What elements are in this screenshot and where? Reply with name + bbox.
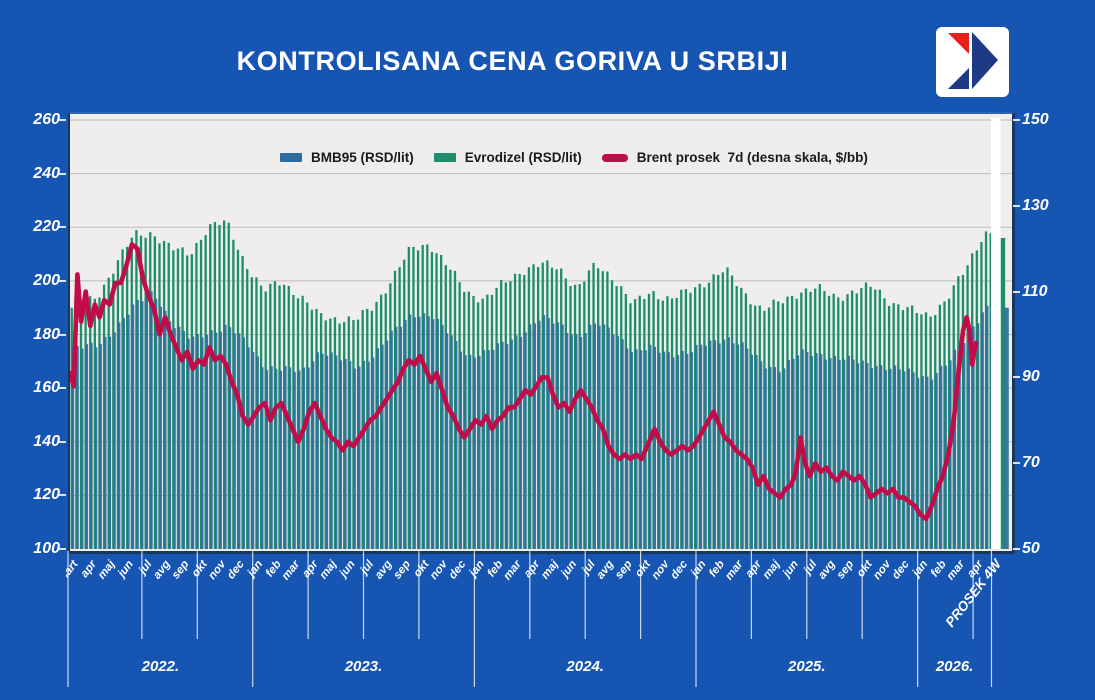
- right-axis-tick-label: 50: [1022, 540, 1040, 557]
- gridlines: [70, 119, 1012, 496]
- svg-text:mar: mar: [945, 558, 968, 582]
- svg-text:maj: maj: [318, 558, 340, 582]
- svg-text:avg: avg: [595, 558, 617, 581]
- svg-text:sep: sep: [835, 558, 857, 581]
- svg-text:dec: dec: [890, 558, 912, 581]
- axis-tick: [59, 333, 66, 336]
- svg-text:2023.: 2023.: [344, 658, 383, 675]
- legend-label: Evrodizel (RSD/lit): [464, 150, 582, 165]
- axis-tick: [59, 548, 66, 550]
- chart-canvas: [70, 114, 1012, 551]
- legend-swatch-icon: [601, 153, 628, 162]
- right-axis-tick-label: 130: [1022, 196, 1049, 214]
- axis-tick: [1013, 290, 1020, 293]
- axis-tick: [1013, 548, 1020, 550]
- svg-text:nov: nov: [871, 558, 893, 582]
- axis-tick: [59, 226, 66, 229]
- svg-text:jun: jun: [780, 558, 801, 581]
- svg-text:sep: sep: [170, 558, 192, 581]
- svg-text:jun: jun: [336, 558, 357, 581]
- left-axis-tick-label: 140: [33, 432, 60, 450]
- svg-text:maj: maj: [96, 558, 118, 582]
- svg-text:apr: apr: [522, 558, 543, 580]
- svg-text:dec: dec: [669, 558, 691, 581]
- arrow-logo-icon: [948, 32, 998, 89]
- axis-tick: [59, 119, 66, 121]
- chart-legend: BMB95 (RSD/lit) Evrodizel (RSD/lit) Brent …: [280, 150, 868, 165]
- legend-label: BMB95 (RSD/lit): [311, 150, 414, 165]
- left-axis-tick-label: 100: [33, 540, 60, 557]
- svg-text:2025.: 2025.: [787, 658, 826, 675]
- svg-text:maj: maj: [761, 558, 783, 582]
- chart-plot-area: [68, 112, 1015, 554]
- legend-item-2: Brent prosek 7d (desna skala, $/bb): [601, 150, 868, 165]
- svg-text:jun: jun: [115, 558, 136, 581]
- axis-tick: [59, 279, 66, 282]
- axis-tick: [1013, 204, 1020, 207]
- prosek-bars: [1000, 238, 1009, 549]
- legend-item-0: BMB95 (RSD/lit): [280, 150, 414, 165]
- svg-text:sep: sep: [613, 558, 635, 581]
- axis-tick: [1013, 462, 1020, 465]
- right-axis-tick-label: 90: [1022, 368, 1040, 386]
- svg-text:avg: avg: [816, 558, 838, 581]
- left-axis-tick-label: 240: [33, 164, 60, 182]
- page-title: KONTROLISANA CENA GORIVA U SRBIJI: [236, 46, 789, 76]
- svg-text:2024.: 2024.: [565, 658, 604, 675]
- svg-text:apr: apr: [79, 558, 100, 580]
- svg-text:2022.: 2022.: [141, 658, 180, 675]
- period-separators: [67, 551, 993, 687]
- left-axis-tick-label: 120: [33, 486, 60, 504]
- svg-text:jan: jan: [466, 558, 487, 580]
- svg-text:2026.: 2026.: [935, 658, 974, 675]
- svg-text:sep: sep: [391, 558, 413, 581]
- svg-text:jun: jun: [558, 558, 579, 581]
- axis-tick: [59, 440, 66, 443]
- svg-text:dec: dec: [447, 558, 469, 581]
- legend-swatch-icon: [280, 153, 302, 162]
- svg-text:nov: nov: [650, 558, 672, 582]
- axis-tick: [59, 494, 66, 497]
- svg-text:apr: apr: [300, 558, 321, 580]
- left-axis-tick-label: 200: [33, 271, 60, 289]
- svg-text:mar: mar: [723, 558, 746, 582]
- legend-swatch-icon: [433, 153, 456, 162]
- svg-text:apr: apr: [743, 558, 764, 580]
- axis-tick: [59, 172, 66, 175]
- svg-text:jan: jan: [688, 558, 709, 580]
- company-logo: [936, 27, 1009, 97]
- svg-text:jan: jan: [244, 558, 265, 580]
- legend-label: Brent prosek 7d (desna skala, $/bb): [636, 150, 868, 165]
- svg-text:avg: avg: [151, 558, 173, 581]
- brent-line: [70, 242, 979, 522]
- left-axis-tick-label: 180: [33, 325, 60, 343]
- bottom-axis: mart apr maj jun jul avg sep okt nov dec jan feb mar…: [56, 551, 1011, 700]
- svg-text:nov: nov: [428, 558, 450, 582]
- axis-tick: [1013, 119, 1020, 121]
- right-axis-tick-label: 150: [1022, 111, 1049, 128]
- svg-text:avg: avg: [373, 558, 395, 581]
- right-axis-tick-label: 110: [1022, 282, 1048, 300]
- svg-text:jan: jan: [909, 558, 930, 580]
- left-axis-tick-label: 220: [33, 218, 60, 236]
- legend-item-1: Evrodizel (RSD/lit): [433, 150, 582, 165]
- left-axis-tick-label: 260: [33, 111, 60, 128]
- axis-tick: [1013, 376, 1020, 379]
- svg-text:nov: nov: [206, 558, 228, 582]
- svg-text:dec: dec: [225, 558, 247, 581]
- svg-text:mar: mar: [501, 558, 524, 582]
- right-axis-tick-label: 70: [1022, 454, 1040, 472]
- svg-text:mar: mar: [280, 558, 303, 582]
- year-labels: 2022. 2023. 2024. 2025. 2026.: [141, 658, 974, 675]
- svg-text:maj: maj: [539, 558, 561, 582]
- axis-tick: [59, 387, 66, 390]
- left-axis-tick-label: 160: [33, 379, 60, 397]
- prosek-gap: [991, 118, 1001, 549]
